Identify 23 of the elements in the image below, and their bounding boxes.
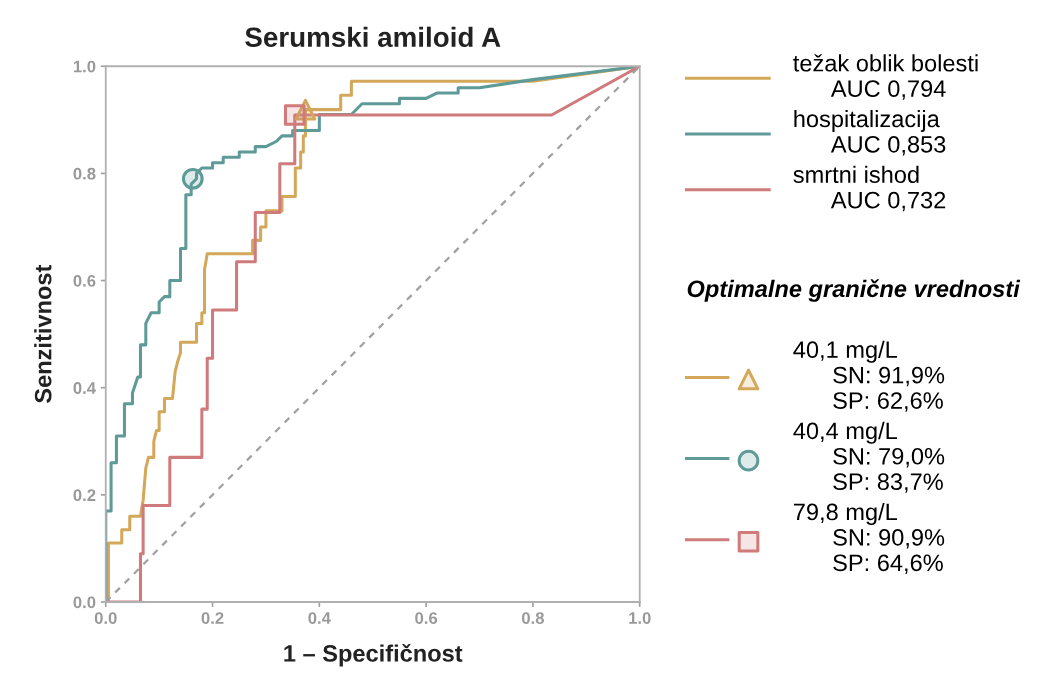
- chart-title: Serumski amiloid A: [245, 26, 501, 48]
- line-series: [105, 66, 640, 603]
- x-tick-label: 0.6: [415, 612, 438, 624]
- x-tick-label: 1.0: [629, 612, 651, 624]
- x-tick-label: 0.8: [522, 612, 544, 624]
- legend-label: 79,8 mg/L SN: 90,9% SP: 64,6%: [794, 502, 945, 574]
- legend-title: Optimalne granične vrednosti: [687, 279, 1021, 302]
- legend-label: 40,1 mg/L SN: 91,9% SP: 62,6%: [793, 340, 945, 412]
- point: [283, 104, 306, 126]
- y-tick-label: 0.0: [73, 596, 96, 609]
- y-tick-label: 0.6: [73, 274, 96, 287]
- y-tick-label: 0.8: [73, 167, 96, 180]
- y-tick-label: 0.2: [73, 489, 96, 502]
- x-tick-label: 0.4: [308, 612, 331, 624]
- legend-label: smrtni ishod AUC 0,732: [793, 165, 946, 212]
- x-tick-label: 0.0: [94, 612, 117, 624]
- point: [181, 167, 204, 190]
- y-tick-label: 0.4: [73, 382, 96, 394]
- legend-label: 40,4 mg/L SN: 79,0% SP: 83,7%: [793, 421, 945, 493]
- y-tick-label: 1.0: [73, 60, 96, 73]
- x-axis-title: 1 – Specifičnost: [284, 643, 463, 667]
- x-tick-label: 0.2: [201, 612, 224, 624]
- y-axis-title: Senzitivnost: [34, 264, 52, 403]
